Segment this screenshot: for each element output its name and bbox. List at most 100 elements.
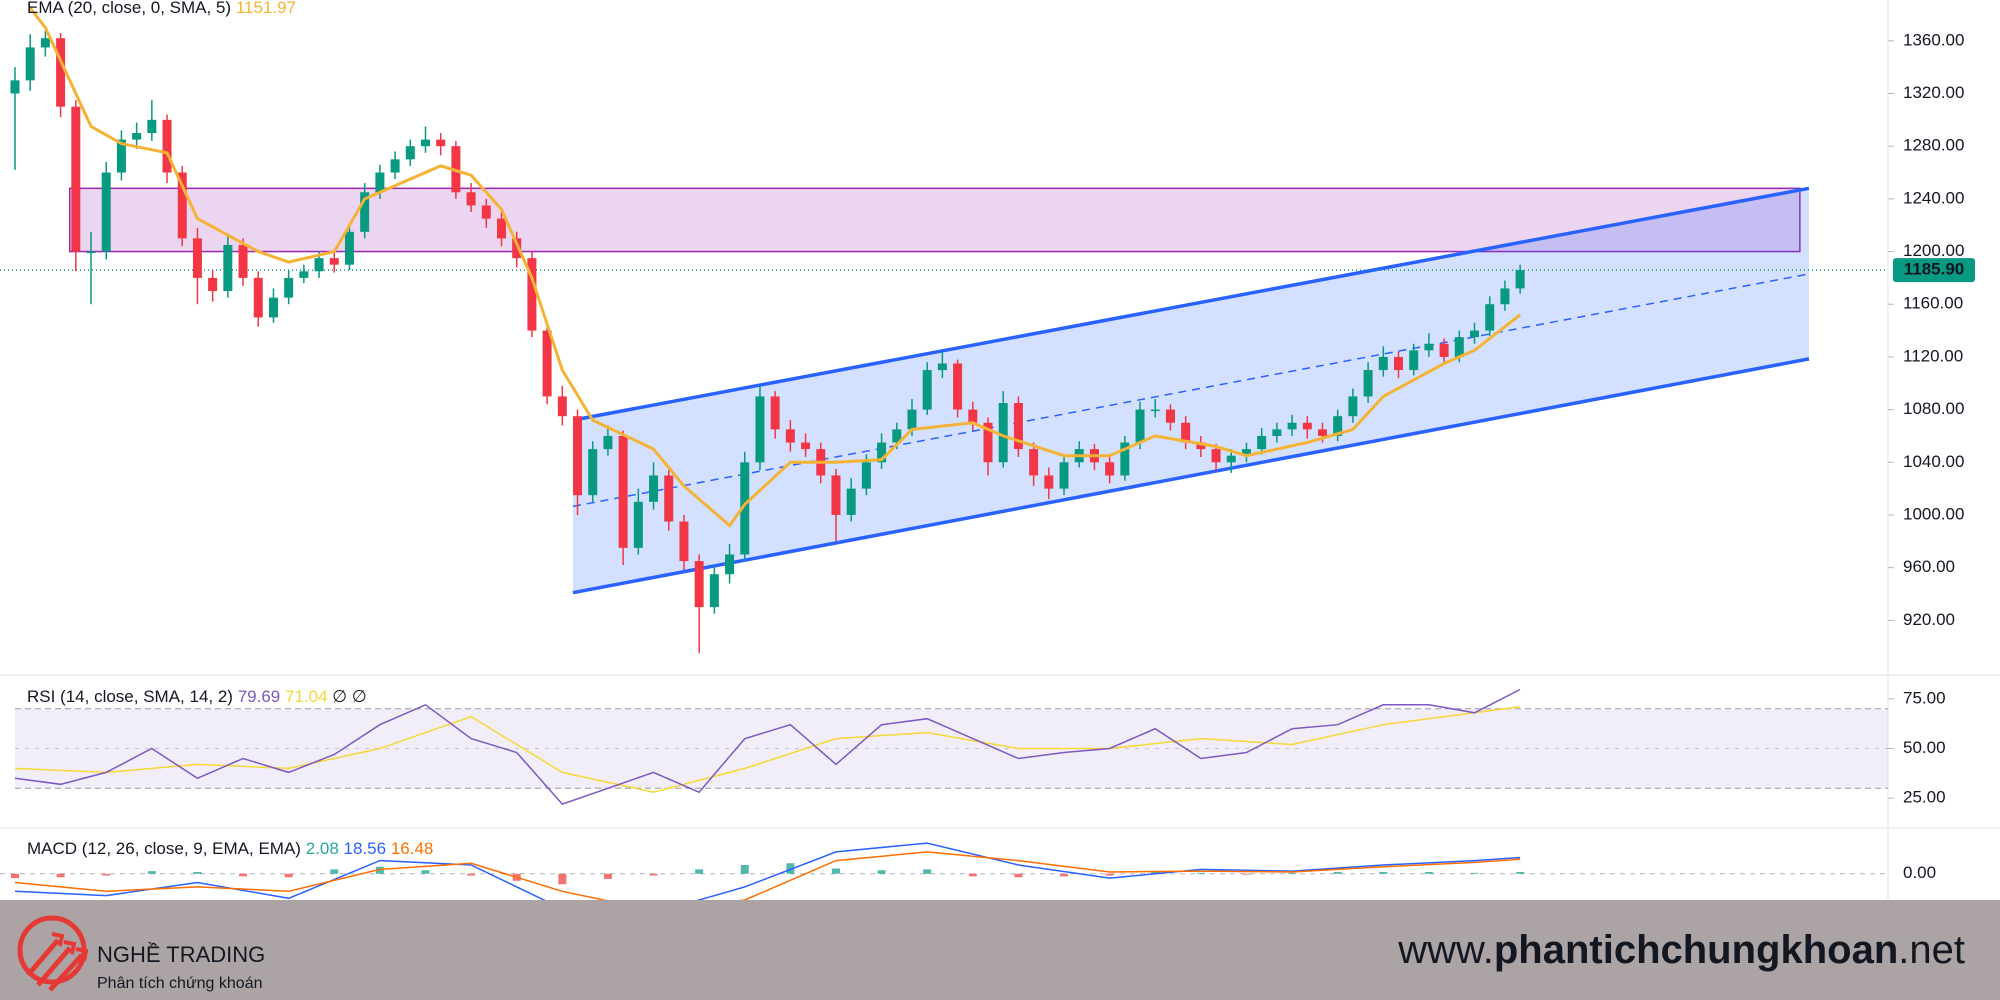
- rsi-tick-label: 25.00: [1903, 788, 1946, 807]
- channel-upper: [572, 186, 1810, 422]
- candle-body: [770, 396, 780, 430]
- price-axis: 1360.00 1320.00 1280.00 1240.00 1200.00 1160.…: [1888, 30, 1975, 882]
- macd-hist-bar: [147, 871, 156, 874]
- candle-body: [953, 363, 963, 410]
- candle-body: [1287, 422, 1297, 430]
- macd-hist-bar: [375, 866, 384, 874]
- candle-body: [1317, 429, 1327, 436]
- rsi-legend: RSI (14, close, SMA, 14, 2) 79.69 71.04 …: [27, 687, 367, 706]
- rsi-extra: ∅: [332, 687, 347, 706]
- candle-body: [223, 244, 233, 292]
- site-part: www.: [1397, 928, 1494, 972]
- candle-body: [694, 561, 704, 608]
- candle-body: [1424, 343, 1434, 351]
- footer-bg: [0, 900, 2000, 1000]
- candle-body: [329, 258, 339, 265]
- candle-body: [1044, 475, 1054, 489]
- y-tick-label: 1200.00: [1903, 241, 1964, 260]
- site-part: phantichchungkhoan: [1494, 928, 1898, 972]
- channel-lower: [572, 357, 1810, 595]
- macd-hist-bar: [467, 873, 476, 876]
- candle-body: [998, 403, 1008, 463]
- candle-body: [56, 38, 66, 107]
- macd-hist-bar: [1151, 872, 1160, 874]
- candle-body: [1439, 343, 1449, 357]
- candle-body: [466, 192, 476, 206]
- macd-value: 18.56: [344, 839, 387, 858]
- macd-hist-bar: [239, 873, 248, 877]
- candle-body: [892, 429, 902, 443]
- candle-body: [740, 462, 750, 555]
- candle-body: [86, 251, 96, 254]
- candle-body: [1059, 462, 1069, 489]
- candle-body: [1105, 462, 1115, 476]
- macd-hist-bar: [1288, 872, 1297, 874]
- y-tick-label: 1240.00: [1903, 188, 1964, 207]
- candle-body: [709, 574, 719, 608]
- macd-hist-bar: [831, 868, 840, 874]
- candle-body: [846, 488, 856, 515]
- candle-body: [907, 409, 917, 430]
- y-tick-label: 1160.00: [1903, 294, 1963, 313]
- candle-body: [603, 435, 613, 450]
- candle-body: [101, 172, 111, 252]
- macd-hist-bar: [649, 873, 658, 876]
- candle-body: [253, 277, 263, 318]
- candle-body: [1515, 270, 1525, 289]
- candle-body: [664, 475, 674, 522]
- macd-hist-bar: [695, 869, 704, 874]
- macd-hist-bar: [1470, 872, 1479, 874]
- rsi-line: [14, 688, 1521, 805]
- candle-body: [785, 429, 795, 443]
- candle-body: [177, 172, 187, 239]
- macd-hist-bar: [1014, 873, 1023, 878]
- macd-hist-bar: [603, 873, 612, 879]
- candle-body: [436, 139, 446, 147]
- macd-hist-bar: [877, 870, 886, 874]
- candle-body: [132, 133, 142, 140]
- rsi-pane: [14, 688, 1888, 805]
- macd-signal-value: 16.48: [391, 839, 434, 858]
- candle-body: [1029, 449, 1039, 476]
- candle-body: [1409, 350, 1419, 371]
- y-tick-label: 1120.00: [1903, 346, 1963, 365]
- brand: NGHỀ TRADING: [97, 942, 265, 967]
- candle-body: [968, 409, 978, 423]
- candle-body: [390, 159, 400, 173]
- rsi-value: 79.69: [238, 687, 281, 706]
- candle-body: [877, 442, 887, 463]
- candle-body: [831, 475, 841, 515]
- macd-hist-bar: [1379, 872, 1388, 874]
- candle-body: [512, 238, 522, 259]
- candle-body: [360, 192, 370, 232]
- candle-body: [1378, 356, 1388, 371]
- candle-body: [25, 47, 35, 81]
- candle-body: [481, 205, 491, 219]
- candle-body: [162, 119, 172, 173]
- candle-body: [861, 462, 871, 489]
- macd-tick-label: 0.00: [1903, 863, 1936, 882]
- candle-body: [1363, 370, 1373, 397]
- candle-body: [588, 449, 598, 496]
- candle-body: [1165, 409, 1175, 423]
- candle-body: [497, 218, 507, 239]
- macd-hist-bar: [330, 869, 339, 874]
- macd-hist-bar: [1424, 872, 1433, 874]
- candle-body: [937, 363, 947, 371]
- macd-hist-bar: [558, 873, 567, 885]
- macd-hist-bar: [11, 873, 19, 879]
- candle-body: [40, 38, 50, 48]
- candle-body: [375, 172, 385, 193]
- macd-hist-bar: [1060, 873, 1069, 877]
- y-tick-label: 1040.00: [1903, 452, 1964, 471]
- macd-hist-bar: [1333, 872, 1342, 874]
- last-price-label: 1185.90: [1904, 260, 1965, 279]
- candle-body: [801, 442, 811, 450]
- candle-body: [755, 396, 765, 463]
- y-tick-label: 960.00: [1903, 557, 1955, 576]
- macd-hist-bar: [1196, 872, 1205, 874]
- candle-body: [573, 416, 583, 496]
- candle-body: [1241, 449, 1251, 456]
- macd-hist-bar: [1516, 871, 1525, 874]
- tagline: Phân tích chứng khoán: [97, 975, 263, 992]
